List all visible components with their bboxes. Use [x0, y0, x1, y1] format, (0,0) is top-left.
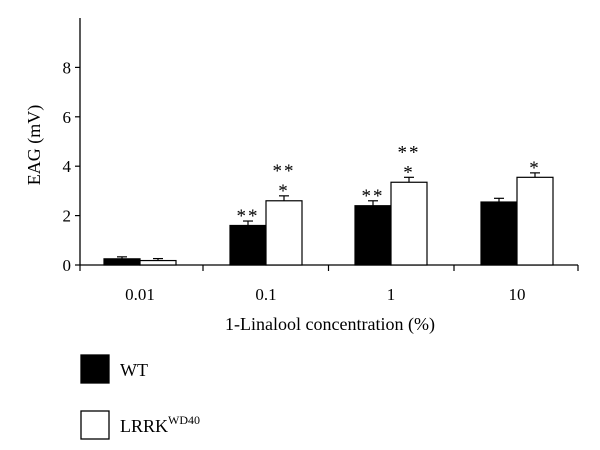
y-tick-label: 0 — [63, 256, 72, 275]
significance-marker: ** — [237, 206, 260, 227]
significance-marker: ** — [362, 186, 385, 207]
bar-lrrk-1 — [390, 181, 428, 266]
x-tick-label: 1 — [387, 285, 396, 304]
legend-label-wt: WT — [120, 360, 148, 380]
bar-wt-0.1 — [229, 224, 267, 266]
significance-marker: * — [529, 158, 541, 179]
y-axis-title: EAG (mV) — [24, 105, 45, 185]
legend-swatch-wt — [80, 354, 110, 384]
x-axis-title: 1-Linalool concentration (%) — [225, 314, 435, 335]
y-tick-label: 6 — [63, 108, 72, 127]
bar-lrrk-0.01 — [139, 259, 177, 266]
bar-wt-0.01 — [103, 258, 141, 266]
bar-lrrk-0.1 — [265, 200, 303, 266]
significance-marker: ** — [273, 161, 296, 182]
x-tick-label: 10 — [509, 285, 526, 304]
legend-swatch-lrrk — [80, 410, 110, 440]
significance-marker: * — [278, 181, 290, 202]
legend: WT LRRKWD40 — [80, 354, 200, 440]
legend-label-superscript: WD40 — [168, 413, 200, 427]
legend-label-lrrk: LRRKWD40 — [120, 413, 200, 436]
bar-wt-10 — [480, 201, 518, 266]
y-tick-label: 8 — [63, 58, 72, 77]
significance-marker: ** — [398, 142, 421, 163]
x-tick-label: 0.01 — [125, 285, 155, 304]
bar-lrrk-10 — [516, 176, 554, 266]
y-tick-label: 2 — [63, 207, 72, 226]
significance-marker: * — [403, 162, 415, 183]
y-tick-label: 4 — [63, 157, 72, 176]
x-tick-label: 0.1 — [255, 285, 276, 304]
bar-wt-1 — [354, 205, 392, 266]
